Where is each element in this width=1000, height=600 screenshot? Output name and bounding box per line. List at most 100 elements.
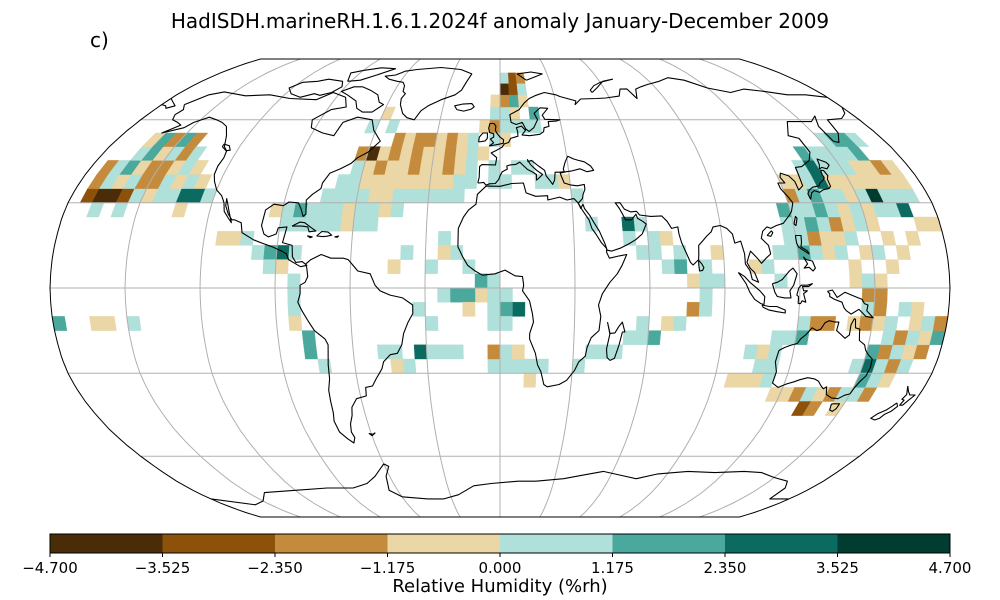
anomaly-cell bbox=[474, 273, 488, 289]
anomaly-cell bbox=[507, 72, 518, 84]
coastline bbox=[488, 122, 505, 147]
anomaly-cell bbox=[634, 330, 649, 345]
colorbar-tick-label: −2.350 bbox=[247, 559, 303, 577]
anomaly-cell bbox=[329, 202, 345, 218]
anomaly-cell bbox=[499, 106, 511, 121]
map-title: HadISDH.marineRH.1.6.1.2024f anomaly Jan… bbox=[170, 9, 830, 33]
anomaly-cell bbox=[489, 106, 501, 121]
anomaly-cell bbox=[499, 302, 513, 317]
coastline bbox=[589, 78, 614, 93]
coastline bbox=[340, 86, 385, 113]
anomaly-cell bbox=[367, 188, 383, 204]
anomaly-cell bbox=[499, 119, 511, 134]
anomaly-cell bbox=[767, 344, 783, 360]
anomaly-cell bbox=[698, 259, 713, 274]
anomaly-cell bbox=[466, 146, 479, 161]
anomaly-cell bbox=[698, 302, 713, 317]
coastline bbox=[829, 403, 841, 412]
coastline bbox=[334, 235, 340, 238]
anomaly-cell bbox=[743, 344, 759, 360]
anomaly-cell bbox=[403, 188, 418, 204]
anomaly-cell bbox=[895, 245, 911, 260]
anomaly-cell bbox=[635, 316, 650, 331]
anomaly-cell bbox=[437, 245, 451, 260]
anomaly-cell bbox=[288, 245, 303, 260]
anomaly-cell bbox=[438, 344, 452, 360]
anomaly-cell bbox=[511, 344, 525, 360]
anomaly-cell bbox=[686, 273, 701, 289]
anomaly-cell bbox=[621, 216, 636, 232]
anomaly-cell bbox=[772, 245, 787, 260]
colorbar-segment bbox=[725, 534, 838, 553]
coastline bbox=[211, 463, 789, 506]
anomaly-cell bbox=[488, 160, 501, 175]
anomaly-cell bbox=[769, 330, 785, 345]
anomaly-cell bbox=[445, 132, 459, 147]
colorbar-segment bbox=[387, 534, 501, 553]
colorbar-tick-label: −4.700 bbox=[22, 559, 78, 577]
colorbar-segment bbox=[275, 534, 388, 553]
coastline bbox=[870, 402, 899, 421]
anomaly-cell bbox=[171, 202, 189, 218]
colorbar-tick-label: 4.700 bbox=[929, 559, 972, 577]
colorbar-tick-label: 1.175 bbox=[591, 559, 634, 577]
anomaly-cell bbox=[391, 188, 406, 204]
anomaly-cell bbox=[885, 259, 900, 274]
anomaly-cell bbox=[802, 401, 823, 416]
anomaly-cell bbox=[263, 245, 278, 260]
colorbar-tick-label: 2.350 bbox=[704, 559, 747, 577]
coastline bbox=[516, 71, 543, 81]
anomaly-cell bbox=[417, 174, 432, 189]
anomaly-cell bbox=[633, 216, 648, 232]
anomaly-cell bbox=[489, 119, 501, 134]
coastline bbox=[477, 77, 828, 184]
anomaly-cell bbox=[426, 344, 440, 360]
anomaly-cell bbox=[648, 245, 663, 260]
anomaly-cell bbox=[427, 188, 442, 204]
colorbar-tick-label: −3.525 bbox=[135, 559, 191, 577]
coastline bbox=[347, 67, 397, 82]
anomaly-cell bbox=[499, 287, 513, 303]
anomaly-cell bbox=[874, 273, 888, 289]
anomaly-cell bbox=[424, 259, 439, 274]
anomaly-cell bbox=[110, 202, 129, 218]
anomaly-cell bbox=[315, 216, 330, 232]
anomaly-cell bbox=[487, 287, 501, 303]
coastline bbox=[288, 78, 344, 98]
anomaly-cell bbox=[499, 83, 510, 96]
coastline bbox=[384, 66, 473, 121]
coastline bbox=[827, 289, 874, 319]
anomaly-cell bbox=[415, 188, 430, 204]
anomaly-cell bbox=[848, 259, 863, 274]
colorbar-ticks: −4.700 −3.525 −2.350 −1.175 0.000 1.175 2.350 3… bbox=[22, 553, 971, 577]
anomaly-cell bbox=[262, 259, 277, 274]
anomaly-cell bbox=[275, 259, 289, 274]
colorbar-tick-label: −1.175 bbox=[360, 559, 416, 577]
coastline bbox=[816, 158, 830, 170]
anomaly-cell bbox=[185, 146, 208, 161]
anomaly-cell bbox=[89, 316, 105, 331]
anomaly-cell bbox=[379, 106, 396, 121]
anomaly-cell bbox=[622, 330, 637, 345]
coastline bbox=[306, 235, 313, 239]
anomaly-cell bbox=[710, 245, 725, 260]
coastline bbox=[478, 132, 489, 143]
anomaly-cell bbox=[861, 287, 876, 303]
anomaly-cell bbox=[462, 287, 476, 303]
anomaly-cell bbox=[390, 358, 405, 374]
anomaly-cell bbox=[487, 316, 501, 331]
anomaly-cell bbox=[499, 132, 512, 147]
colorbar-segment bbox=[837, 534, 951, 553]
colorbar-segment bbox=[50, 534, 163, 553]
anomaly-cell bbox=[487, 344, 501, 360]
coastline bbox=[737, 271, 766, 306]
anomaly-cell bbox=[784, 245, 799, 260]
anomaly-cell bbox=[635, 245, 650, 260]
anomaly-cell bbox=[340, 216, 355, 232]
coastline bbox=[161, 98, 176, 109]
anomaly-cell bbox=[647, 330, 662, 345]
anomaly-cell bbox=[384, 119, 401, 134]
anomaly-cell bbox=[880, 160, 904, 175]
coastline bbox=[291, 221, 317, 233]
anomaly-cell bbox=[440, 174, 455, 189]
